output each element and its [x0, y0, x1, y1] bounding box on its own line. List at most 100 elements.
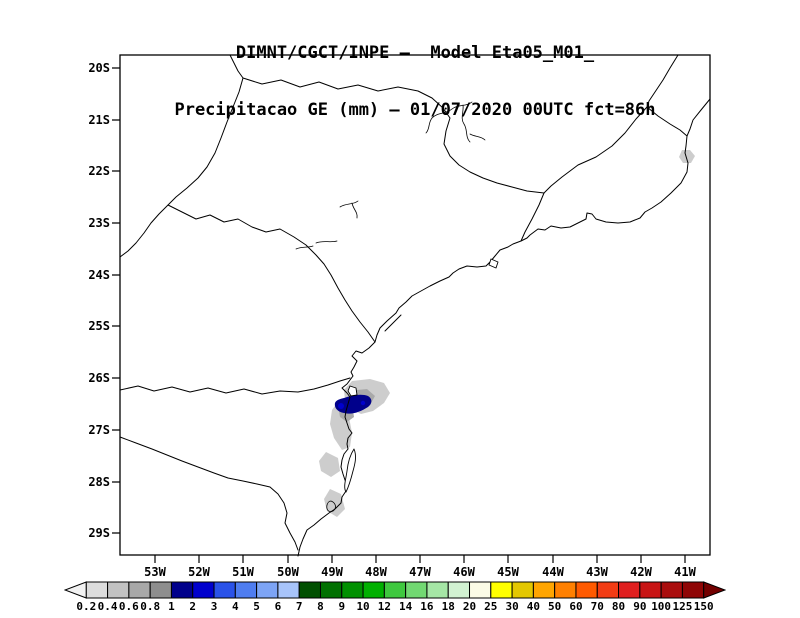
border-line: [242, 77, 545, 194]
colorbar-label: 7: [295, 600, 303, 613]
colorbar-segment: [149, 581, 172, 599]
colorbar-label: 80: [611, 600, 626, 613]
border-line: [229, 54, 244, 79]
lake-outline: [425, 117, 433, 134]
lat-axis-labels: 20S 21S 22S 23S 24S 25S 26S 27S 28S 29S: [88, 61, 110, 540]
precip-patch-light: [319, 452, 340, 477]
islands-group: [344, 258, 499, 493]
lon-label: 51W: [232, 565, 254, 579]
lat-label: 25S: [88, 319, 110, 333]
colorbar-segment: [234, 581, 258, 599]
border-line: [646, 106, 688, 137]
colorbar-label: 2: [189, 600, 197, 613]
border-line: [119, 436, 299, 551]
colorbar-label: 16: [420, 600, 434, 613]
colorbar-segment: [575, 581, 598, 599]
colorbar-segment: [298, 581, 321, 599]
lon-label: 42W: [630, 565, 652, 579]
colorbar-segment: [277, 581, 300, 599]
colorbar-segment: [447, 581, 471, 599]
map-canvas: 20S 21S 22S 23S 24S 25S 26S 27S 28S 29S …: [88, 54, 711, 579]
colorbar-segment: [660, 581, 683, 599]
precip-patch-light: [679, 150, 695, 163]
colorbar-segment: [532, 581, 556, 599]
colorbar-label: 40: [526, 600, 540, 613]
border-line: [119, 77, 244, 258]
lake-outline: [469, 133, 486, 141]
colorbar-segment: [681, 581, 705, 599]
colorbar-label: 50: [548, 600, 562, 613]
lon-label: 46W: [453, 565, 475, 579]
colorbar-segment: [256, 581, 279, 599]
precip-core-navy: [334, 394, 372, 414]
lon-label: 44W: [542, 565, 564, 579]
plot-title-line1: DIMNT/CGCT/INPE – Model Eta05_M01_: [235, 43, 595, 63]
colorbar-label: 100: [651, 600, 672, 613]
colorbar-label: 0.8: [140, 600, 161, 613]
colorbar-label: 8: [317, 600, 324, 613]
lon-label: 50W: [277, 565, 299, 579]
colorbar-labels: 0.2 0.4 0.6 0.8 1 2 3 4 5 6 7 8 9 10 12 14 16 18 20 25 30 40 5…: [64, 600, 726, 615]
border-line: [167, 204, 376, 343]
lat-label: 22S: [88, 164, 110, 178]
lat-label: 27S: [88, 423, 110, 437]
colorbar-label: 0.6: [118, 600, 139, 613]
lat-label: 23S: [88, 216, 110, 230]
lake-outline: [351, 202, 358, 219]
colorbar-segment: [639, 581, 662, 599]
colorbar-segment: [490, 581, 513, 599]
coastline: [297, 98, 711, 557]
colorbar-min-arrow: [64, 581, 87, 599]
precipitation-shading: [319, 150, 695, 517]
colorbar-segment: [341, 581, 364, 599]
border-line: [119, 377, 351, 395]
island-florianopolis: [344, 448, 356, 493]
colorbar-segment: [405, 581, 428, 599]
lon-label: 41W: [674, 565, 696, 579]
border-line: [520, 192, 545, 242]
plot-title-line2: Precipitacao GE (mm) – 01/07/2020 00UTC …: [174, 100, 656, 120]
colorbar-label: 18: [441, 600, 455, 613]
colorbar-label: 0.4: [97, 600, 118, 613]
colorbar-segment: [469, 581, 492, 599]
colorbar: 0.2 0.4 0.6 0.8 1 2 3 4 5 6 7 8 9 10 12 14 16 18 20 25 30 40 5…: [64, 581, 726, 615]
colorbar-label: 70: [590, 600, 604, 613]
colorbar-label: 3: [210, 600, 218, 613]
lat-label: 20S: [88, 61, 110, 75]
colorbar-segment: [107, 581, 130, 599]
lon-axis-labels: 53W 52W 51W 50W 49W 48W 47W 46W 45W 44W …: [144, 565, 696, 579]
lon-label: 48W: [365, 565, 387, 579]
lon-label: 47W: [409, 565, 431, 579]
colorbar-label: 5: [253, 600, 260, 613]
colorbar-segment: [128, 581, 151, 599]
colorbar-label: 6: [274, 600, 282, 613]
lat-label: 26S: [88, 371, 110, 385]
precip-core-blue-dot: [338, 403, 344, 409]
lon-label: 45W: [497, 565, 519, 579]
lakes-group: [295, 101, 486, 513]
colorbar-label: 150: [693, 600, 714, 613]
colorbar-label: 90: [633, 600, 647, 613]
colorbar-segment: [554, 581, 577, 599]
lon-label: 52W: [188, 565, 210, 579]
lat-label: 21S: [88, 113, 110, 127]
colorbar-label: 4: [232, 600, 239, 613]
colorbar-label: 9: [338, 600, 346, 613]
colorbar-segment: [319, 581, 343, 599]
lon-label: 53W: [144, 565, 166, 579]
colorbar-label: 60: [569, 600, 583, 613]
state-borders: [119, 54, 688, 551]
island-ilha-comprida: [384, 314, 402, 332]
colorbar-segment: [85, 581, 109, 599]
border-line: [543, 106, 648, 194]
colorbar-segment: [362, 581, 385, 599]
colorbar-label: 125: [672, 600, 693, 613]
colorbar-segment: [618, 581, 641, 599]
plot-header: DIMNT/CGCT/INPE – Model Eta05_M01_ Preci…: [15, 6, 800, 158]
lat-ticks: [112, 67, 120, 534]
colorbar-segment: [170, 581, 194, 599]
lagoon-outline: [326, 500, 336, 513]
lon-label: 43W: [586, 565, 608, 579]
border-line: [646, 54, 679, 108]
colorbar-label: 1: [168, 600, 175, 613]
